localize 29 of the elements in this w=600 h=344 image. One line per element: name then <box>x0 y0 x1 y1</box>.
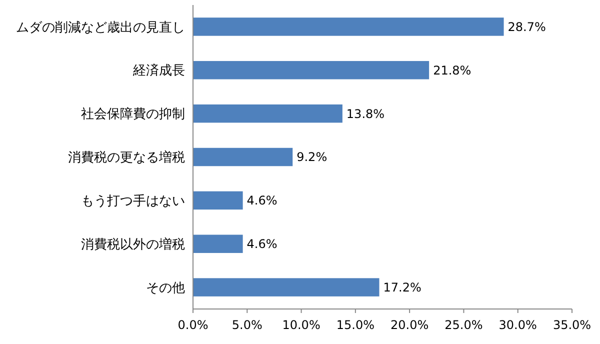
y-tick-label: 経済成長 <box>132 62 185 79</box>
x-tick-label: 20.0% <box>390 318 429 332</box>
data-label: 28.7% <box>508 20 546 34</box>
bar <box>193 61 430 80</box>
x-tick-label: 5.0% <box>232 318 262 332</box>
x-tick-label: 35.0% <box>552 318 592 332</box>
data-label: 4.6% <box>246 194 278 208</box>
y-tick-label: その他 <box>146 280 185 296</box>
y-tick-label: 社会保障費の抑制 <box>81 107 185 122</box>
y-tick-label: 消費税以外の増税 <box>81 236 185 252</box>
bar <box>193 234 243 253</box>
bar <box>193 191 243 210</box>
data-label: 4.6% <box>246 237 278 252</box>
y-tick-label: ムダの削減など歳出の見直し <box>16 20 185 36</box>
x-tick-label: 15.0% <box>336 318 374 332</box>
bar <box>193 18 504 36</box>
bar <box>193 148 293 166</box>
data-label: 21.8% <box>433 63 472 78</box>
bar <box>193 278 380 296</box>
data-label: 9.2% <box>296 150 328 164</box>
data-label: 17.2% <box>383 280 422 294</box>
x-tick-label: 25.0% <box>444 318 483 332</box>
y-tick-label: 消費税の更なる増税 <box>68 150 185 166</box>
data-label: 13.8% <box>346 106 385 121</box>
bar <box>193 104 342 123</box>
x-tick-label: 0.0% <box>178 318 208 332</box>
x-tick-label: 10.0% <box>282 318 320 332</box>
x-tick-label: 30.0% <box>498 318 537 332</box>
y-tick-label: もう打つ手はない <box>81 194 185 209</box>
